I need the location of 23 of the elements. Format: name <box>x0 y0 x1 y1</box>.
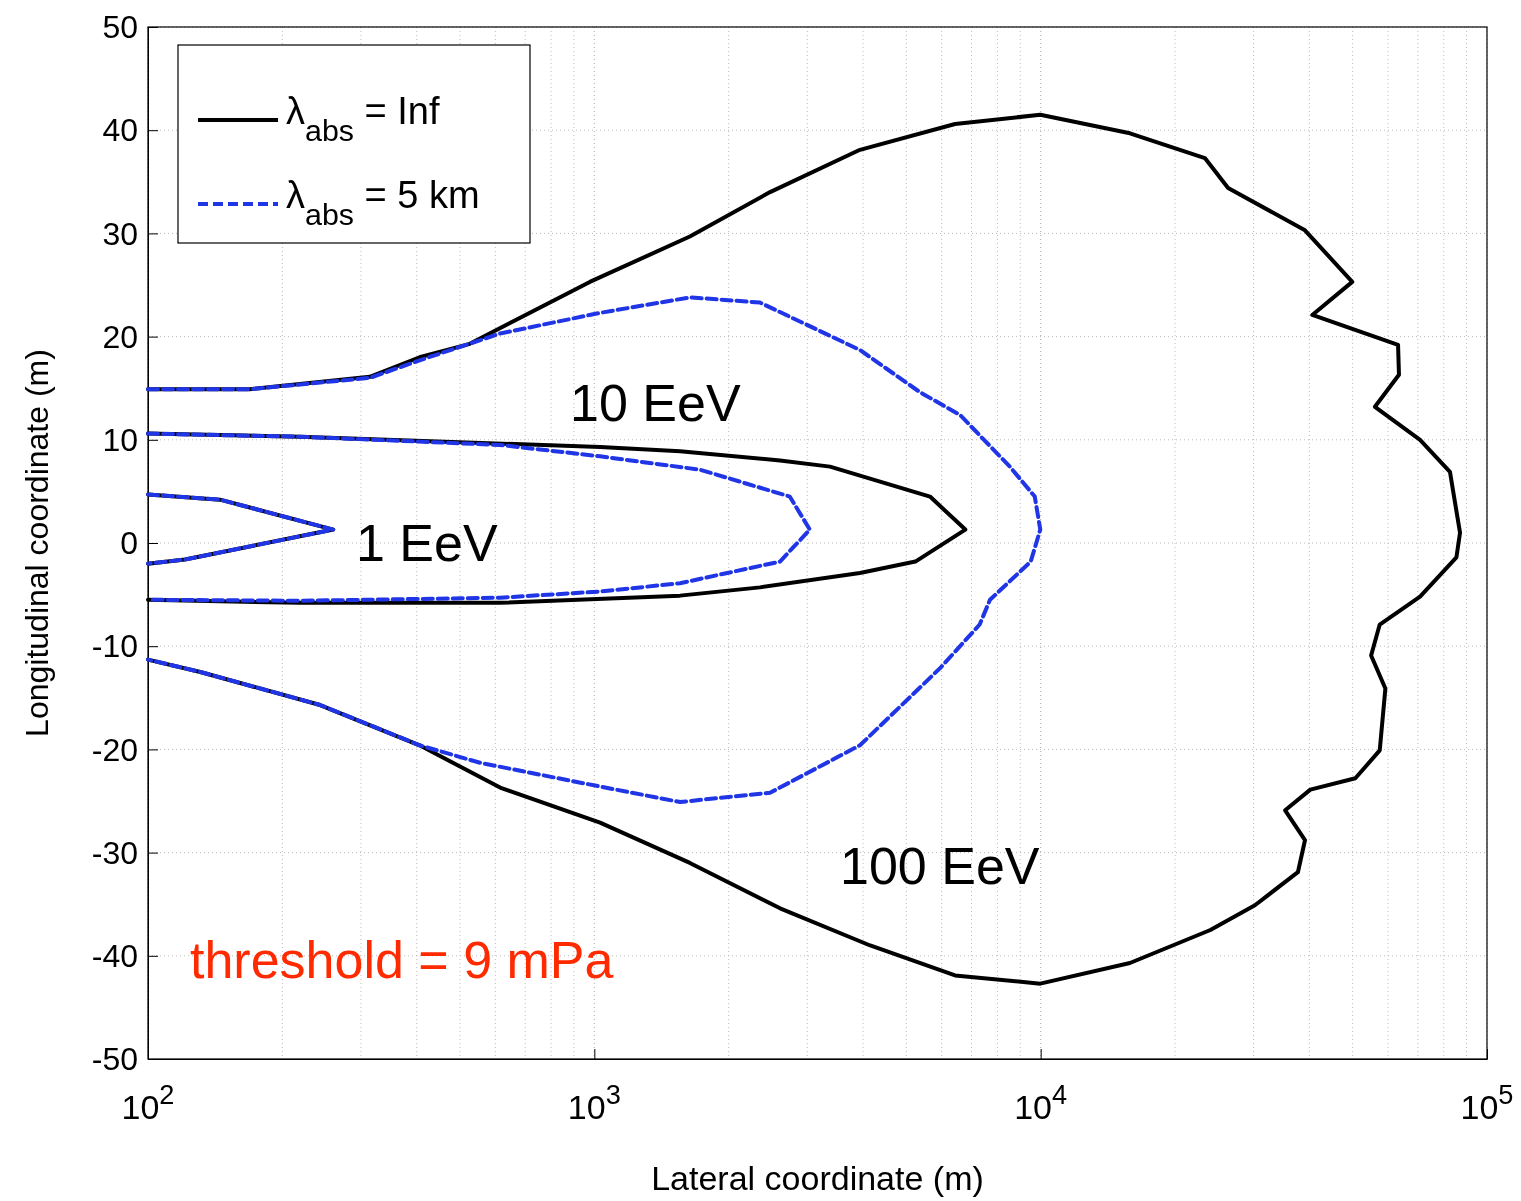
y-tick-label: 10 <box>102 422 138 458</box>
x-axis-title: Lateral coordinate (m) <box>651 1159 984 1197</box>
x-tick-label: 10$^{3}$ <box>567 1078 621 1126</box>
y-tick-label: -40 <box>91 938 138 974</box>
annotation: threshold = 9 mPa <box>190 931 614 989</box>
y-tick-label: 30 <box>102 215 138 252</box>
x-tick-label: 10$^{5}$ <box>1460 1078 1514 1126</box>
y-axis-title: Longitudinal coordinate (m) <box>19 349 55 737</box>
annotation: 100 EeV <box>840 837 1040 896</box>
y-tick-label: 50 <box>102 9 138 46</box>
x-tick-label: 10$^{2}$ <box>121 1078 175 1126</box>
y-tick-label: 0 <box>120 525 138 562</box>
x-tick-label: 10$^{4}$ <box>1014 1078 1068 1126</box>
y-tick-label: 20 <box>102 318 138 355</box>
annotation: 10 EeV <box>570 374 741 433</box>
legend-label: λ$_{abs}$ = Inf <box>286 90 440 147</box>
y-tick-label: 40 <box>102 112 138 149</box>
y-tick-label: -50 <box>91 1041 138 1078</box>
y-tick-label: -10 <box>91 628 138 665</box>
legend-label: λ$_{abs}$ = 5 km <box>286 174 480 231</box>
annotation: 1 EeV <box>356 514 498 573</box>
y-tick-label: -30 <box>91 834 138 871</box>
y-tick-label: -20 <box>91 731 138 768</box>
